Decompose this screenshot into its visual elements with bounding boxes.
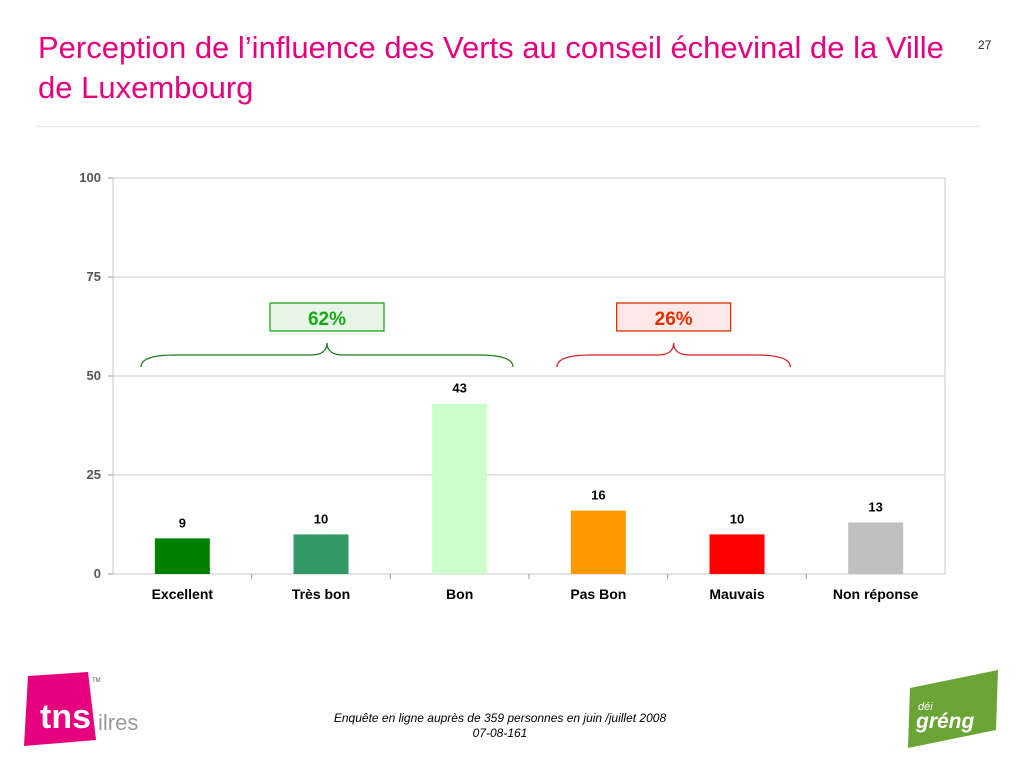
tns-logo-text: tns: [40, 698, 91, 736]
category-label: Excellent: [152, 586, 214, 602]
gridlines: [113, 276, 945, 476]
y-tick-label: 25: [87, 467, 101, 482]
data-label: 10: [730, 511, 744, 526]
tns-ilres-logo: tns ilres TM: [24, 672, 138, 746]
annotation-box: [616, 302, 732, 332]
category-label: Mauvais: [709, 586, 764, 602]
category-label: Bon: [446, 586, 473, 602]
bar: [154, 538, 210, 574]
annotation-box: [269, 302, 385, 332]
annotation-brace: [556, 342, 791, 368]
x-axis-labels: Excellent Très bon Bon Pas Bon Mauvais Non ré…: [152, 586, 919, 602]
footer-reference: 07-08-161: [472, 726, 528, 740]
data-label: 43: [452, 381, 466, 396]
bar: [848, 522, 904, 574]
data-label: 10: [314, 511, 328, 526]
data-label: 9: [179, 515, 186, 530]
annotation-brace: [140, 342, 514, 368]
footer-note: Enquête en ligne auprès de 359 personnes…: [240, 711, 760, 741]
bars: [154, 403, 904, 574]
y-tick-label: 50: [87, 368, 101, 383]
category-label: Pas Bon: [570, 586, 626, 602]
annotations: 62% 26%: [140, 302, 791, 368]
annotation-label: 26%: [655, 309, 693, 330]
tns-logo-suffix: ilres: [98, 710, 138, 735]
data-label: 13: [868, 500, 882, 515]
category-label: Non réponse: [833, 586, 919, 602]
page-number: 27: [978, 38, 992, 52]
greng-logo-shape: [908, 670, 998, 748]
category-label: Très bon: [292, 586, 350, 602]
slide-title: Perception de l’influence des Verts au c…: [38, 30, 944, 105]
bar: [293, 534, 349, 574]
y-tick-label: 100: [79, 170, 101, 185]
data-labels: 9 10 43 16 10 13: [179, 381, 883, 531]
bar: [709, 534, 765, 574]
tns-logo-shape: [24, 672, 96, 746]
y-axis-ticks: 0 25 50 75 100: [79, 170, 807, 581]
dei-greng-logo: déi gréng: [908, 670, 998, 748]
y-tick-label: 0: [94, 566, 101, 581]
data-label: 16: [591, 488, 605, 503]
bar: [432, 403, 488, 574]
title-divider: [36, 126, 980, 127]
annotation-label: 62%: [308, 309, 346, 330]
greng-small-text: déi: [918, 701, 933, 713]
bar: [570, 510, 626, 574]
tns-trademark: TM: [92, 678, 101, 684]
y-tick-label: 75: [87, 269, 101, 284]
greng-big-text: gréng: [915, 710, 975, 733]
footer-survey-info: Enquête en ligne auprès de 359 personnes…: [333, 711, 667, 725]
